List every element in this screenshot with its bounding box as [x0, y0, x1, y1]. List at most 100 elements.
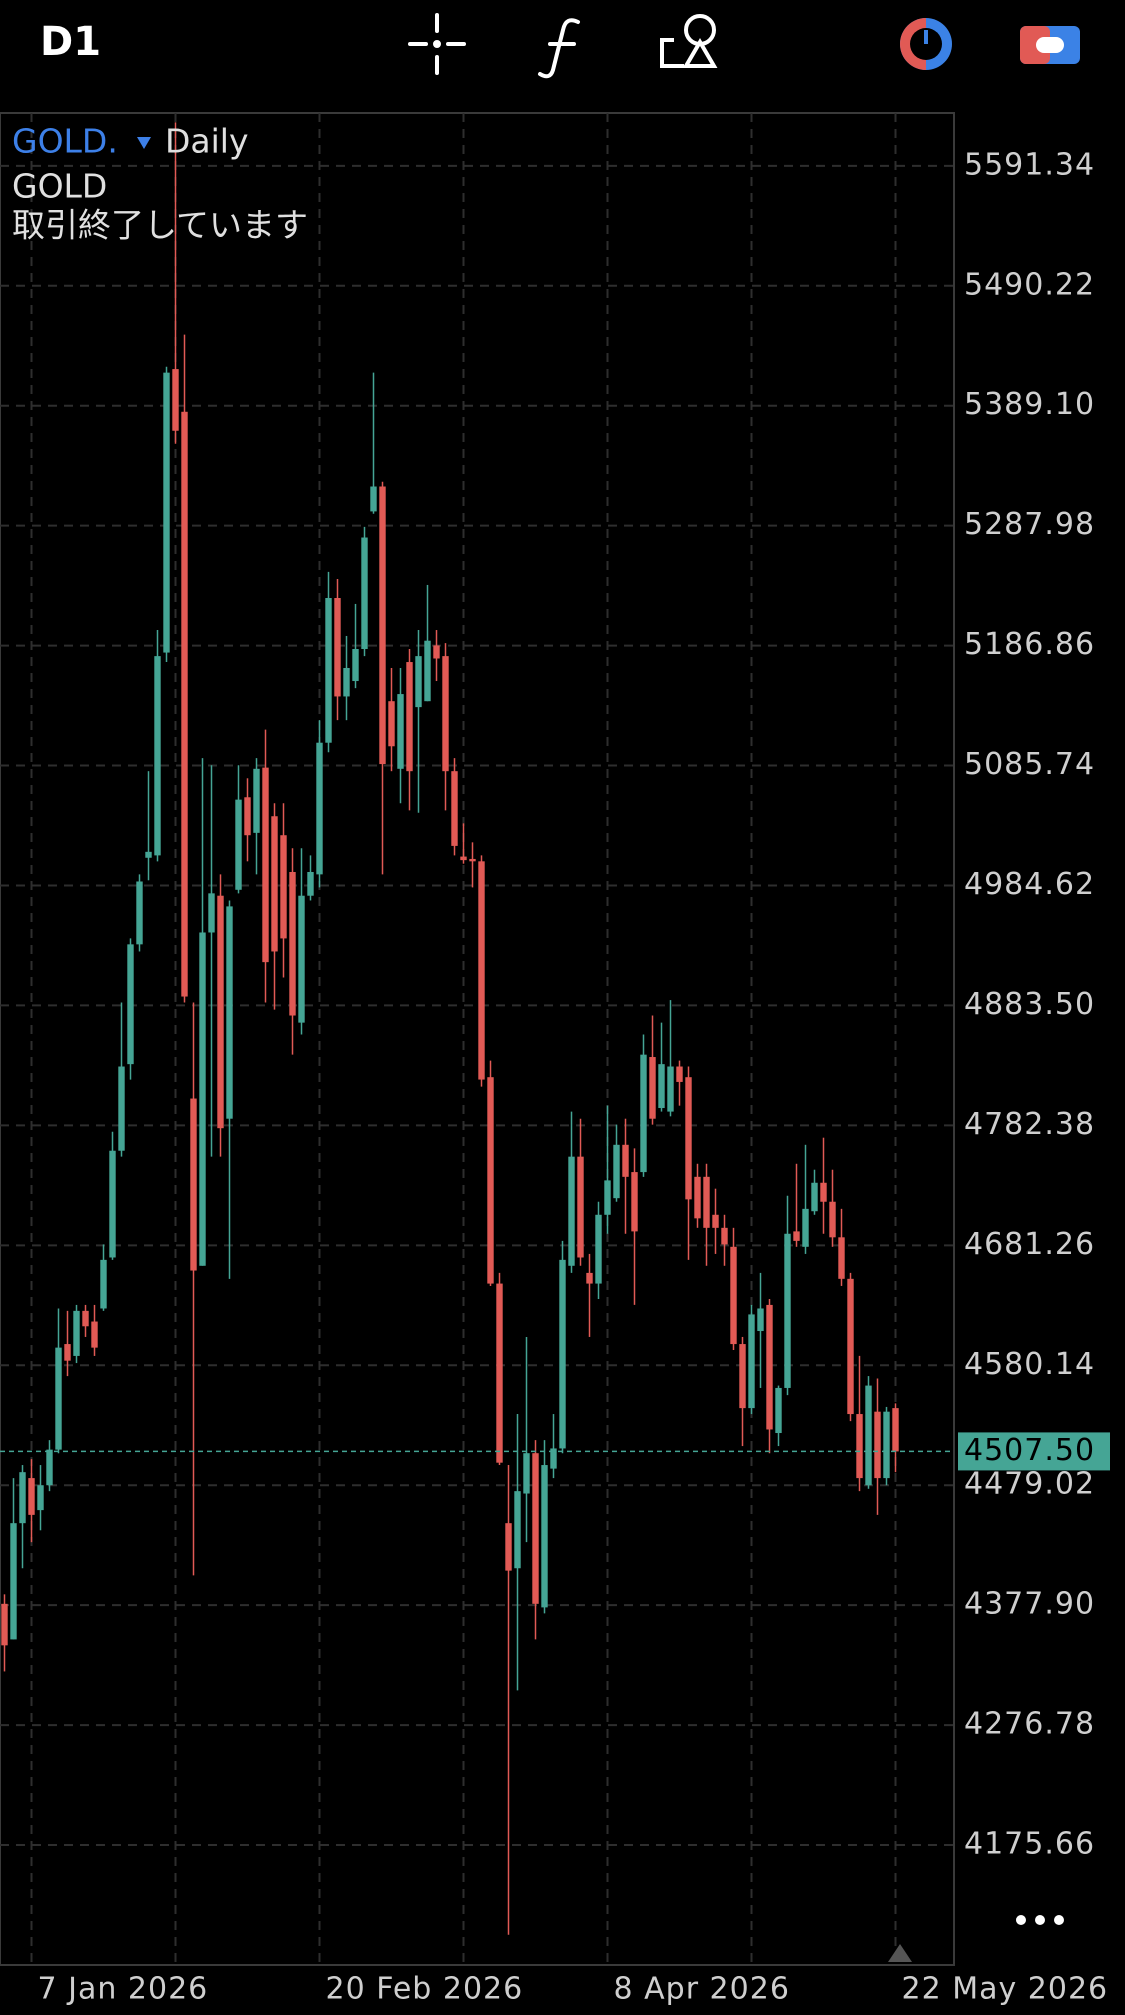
- candle-body: [838, 1237, 845, 1279]
- candle-body: [748, 1314, 755, 1409]
- candle-body: [397, 694, 404, 769]
- candle-body: [730, 1246, 737, 1345]
- market-status: 取引終了しています: [12, 206, 308, 245]
- y-tick-label: 5591.34: [964, 147, 1095, 182]
- candle-body: [784, 1233, 791, 1388]
- candle-body: [676, 1066, 683, 1082]
- y-tick-label: 4681.26: [964, 1227, 1095, 1262]
- candle-body: [622, 1144, 629, 1177]
- candle-body: [118, 1066, 125, 1151]
- candle-body: [550, 1448, 557, 1469]
- candle-body: [523, 1453, 530, 1494]
- candle-body: [298, 895, 305, 1023]
- candle-body: [874, 1411, 881, 1479]
- candle-body: [811, 1182, 818, 1212]
- y-tick-label: 5085.74: [964, 747, 1095, 782]
- candle-body: [460, 856, 467, 861]
- candle-body: [388, 701, 395, 747]
- x-tick-label: 7 Jan 2026: [38, 1972, 209, 2007]
- candle-body: [10, 1523, 17, 1640]
- candle-body: [559, 1259, 566, 1449]
- candle-body: [586, 1272, 593, 1284]
- candle-body: [109, 1150, 116, 1258]
- candle-body: [640, 1054, 647, 1173]
- candle-body: [793, 1231, 800, 1241]
- candle-body: [28, 1478, 35, 1515]
- indicator-icon[interactable]: [538, 18, 580, 79]
- candle-body: [406, 662, 413, 772]
- y-tick-label: 4782.38: [964, 1107, 1095, 1142]
- candle-body: [694, 1176, 701, 1219]
- candle-body: [19, 1472, 26, 1524]
- symbol-dropdown[interactable]: [137, 137, 151, 149]
- candle-body: [667, 1066, 674, 1112]
- y-tick-label: 5490.22: [964, 267, 1095, 302]
- candle-body: [865, 1385, 872, 1486]
- chart-shift-marker[interactable]: [888, 1944, 912, 1962]
- candles: [0, 122, 954, 1935]
- candle-body: [532, 1453, 539, 1604]
- candle-body: [856, 1414, 863, 1479]
- candle-body: [829, 1201, 836, 1238]
- candle-body: [262, 767, 269, 963]
- candle-body: [46, 1449, 53, 1486]
- candle-body: [505, 1523, 512, 1571]
- candle-body: [37, 1485, 44, 1511]
- candle-body: [226, 906, 233, 1119]
- y-tick-label: 5287.98: [964, 507, 1095, 542]
- candle-body: [469, 858, 476, 862]
- candle-body: [703, 1176, 710, 1228]
- crosshair-icon[interactable]: [408, 13, 466, 75]
- candle-body: [631, 1172, 638, 1232]
- more-button[interactable]: [1016, 1915, 1064, 1925]
- candle-body: [847, 1278, 854, 1415]
- candle-body: [739, 1344, 746, 1409]
- candle-body: [91, 1321, 98, 1348]
- candle-body: [352, 649, 359, 682]
- candle-body: [595, 1214, 602, 1284]
- candle-body: [721, 1227, 728, 1245]
- y-tick-label: 4377.90: [964, 1587, 1095, 1622]
- candle-body: [64, 1344, 71, 1361]
- candle-body: [568, 1156, 575, 1266]
- x-tick-label: 8 Apr 2026: [614, 1972, 790, 2007]
- y-tick-label: 4479.02: [964, 1467, 1095, 1502]
- candle-body: [361, 537, 368, 650]
- last-price-label: 4507.50: [964, 1433, 1095, 1468]
- candle-body: [73, 1310, 80, 1356]
- candle-body: [82, 1310, 89, 1327]
- candle-body: [244, 797, 251, 836]
- candle-body: [190, 1098, 197, 1271]
- y-tick-label: 4580.14: [964, 1347, 1095, 1382]
- candle-body: [658, 1064, 665, 1109]
- candle-body: [613, 1144, 620, 1199]
- x-tick-label: 20 Feb 2026: [326, 1972, 524, 2007]
- last-price-box: [958, 1432, 1110, 1471]
- y-tick-label: 5389.10: [964, 387, 1095, 422]
- candle-body: [883, 1411, 890, 1479]
- candle-body: [478, 861, 485, 1080]
- candle-body: [127, 944, 134, 1065]
- candle-body: [379, 486, 386, 765]
- symbol[interactable]: GOLD.: [12, 122, 118, 161]
- history-icon[interactable]: [900, 18, 952, 70]
- candle-body: [541, 1465, 548, 1608]
- candle-body: [577, 1156, 584, 1258]
- candle-body: [235, 799, 242, 890]
- candle-body: [685, 1077, 692, 1200]
- objects-icon[interactable]: [660, 14, 718, 68]
- candle-body: [253, 768, 260, 833]
- candle-body: [217, 895, 224, 1129]
- candle-body: [325, 598, 332, 743]
- trade-toggle-icon[interactable]: [1020, 26, 1080, 64]
- candle-body: [316, 742, 323, 875]
- candle-body: [712, 1214, 719, 1228]
- timeframe[interactable]: D1: [40, 19, 101, 65]
- candle-body: [100, 1259, 107, 1309]
- y-tick-label: 4883.50: [964, 987, 1095, 1022]
- candle-body: [334, 598, 341, 697]
- labels: 5591.34 5490.22 5389.10 5287.98 5186.86 5085.…: [38, 147, 1110, 2007]
